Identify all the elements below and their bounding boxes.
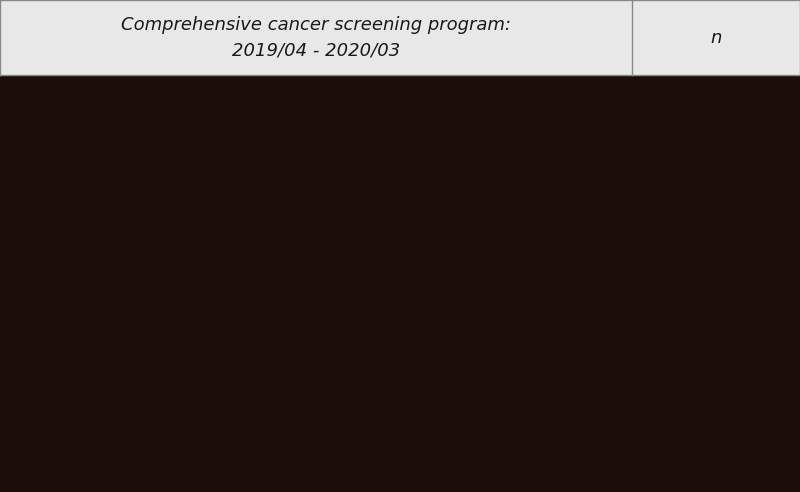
Bar xyxy=(0,0,632,75)
Text: Comprehensive cancer screening program:
2019/04 - 2020/03: Comprehensive cancer screening program: … xyxy=(121,16,511,59)
Bar xyxy=(632,0,800,75)
Text: n: n xyxy=(710,29,722,47)
